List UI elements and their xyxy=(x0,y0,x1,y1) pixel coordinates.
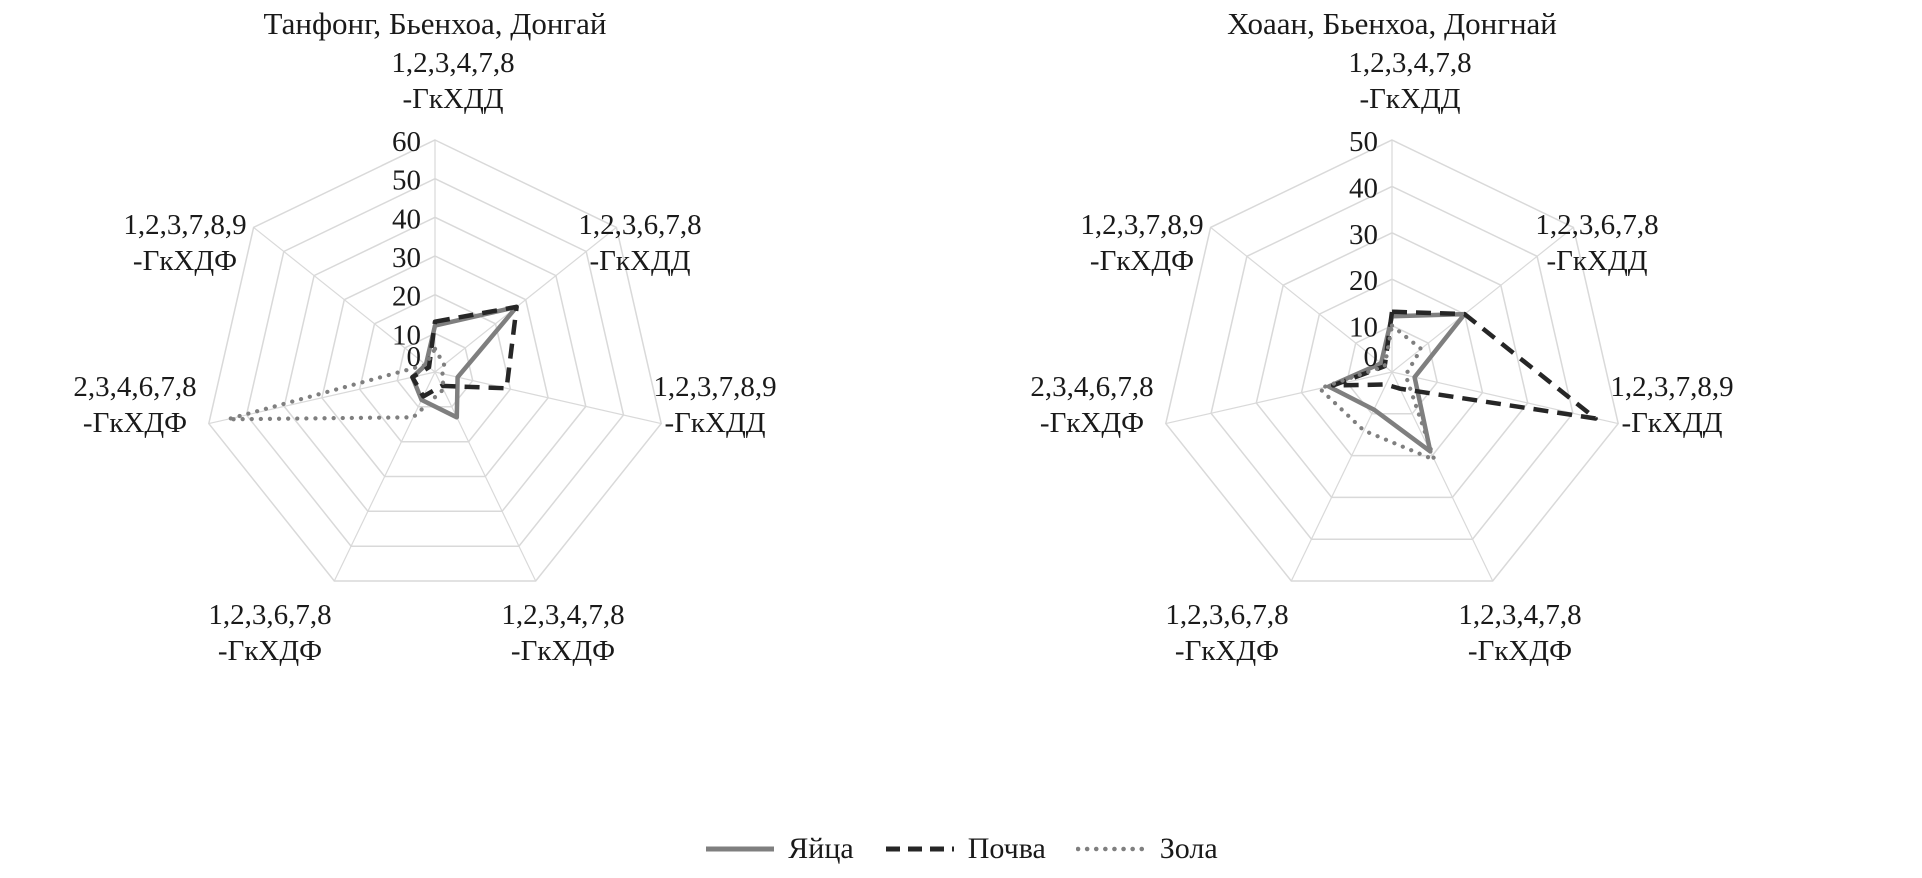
legend-label: Почва xyxy=(967,832,1046,865)
grid-ring xyxy=(1345,324,1439,415)
axis-label-line1: 1,2,3,7,8,9 xyxy=(123,209,246,241)
tick-label: 0 xyxy=(1364,341,1379,373)
legend-item-solid: Яйца xyxy=(704,832,854,866)
grid-ring xyxy=(1300,278,1484,457)
axis-label-line2: -ГкХДД xyxy=(1359,83,1460,115)
axis-label-line2: -ГкХДФ xyxy=(511,635,615,667)
grid-spoke xyxy=(434,371,662,425)
grid-spoke xyxy=(208,371,436,425)
grid-spoke xyxy=(1165,371,1393,425)
axis-label-line1: 1,2,3,6,7,8 xyxy=(1535,209,1658,241)
series-dotted xyxy=(225,346,447,422)
axis-label-line2: -ГкХДД xyxy=(1546,245,1647,277)
grid-ring xyxy=(358,293,512,443)
series-dashed xyxy=(410,304,519,399)
axis-label-line1: 1,2,3,7,8,9 xyxy=(1610,371,1733,403)
grid-ring xyxy=(245,177,625,547)
axis-label-line1: 2,3,4,6,7,8 xyxy=(1030,371,1153,403)
axis-label-line2: -ГкХДФ xyxy=(218,635,322,667)
axis-label-line1: 2,3,4,6,7,8 xyxy=(73,371,196,403)
legend: Яйца Почва Зола xyxy=(0,832,1922,866)
axis-label-line2: -ГкХДД xyxy=(664,407,765,439)
tick-label: 40 xyxy=(392,203,421,235)
legend-item-dotted: Зола xyxy=(1075,832,1218,866)
grid-ring xyxy=(321,255,549,478)
grid-spoke xyxy=(253,226,436,373)
radar-chart-1: 010 20 30 40 50 1,2,3,4,7,8 -ГкХДД 1,2,3,6,7,8 -… xyxy=(1030,47,1733,667)
axis-label-line1: 1,2,3,4,7,8 xyxy=(501,599,624,631)
legend-swatch-dotted-icon xyxy=(1075,846,1148,852)
chart-title-right: Хоаан, Бьенхоа, Донгнай xyxy=(1227,6,1557,41)
tick-label: 10 xyxy=(1349,312,1378,344)
grid-spoke xyxy=(434,226,617,373)
series-solid xyxy=(1326,311,1467,454)
radar-chart-0: 010 20 30 40 50 60 1,2,3,4,7,8 -ГкХДД 1,2,3,6,7,… xyxy=(73,47,776,667)
tick-label: 30 xyxy=(1349,219,1378,251)
axis-label-line2: -ГкХДФ xyxy=(133,245,237,277)
chart-title-left: Танфонг, Бьенхоа, Донгай xyxy=(263,6,607,41)
tick-label: 60 xyxy=(392,126,421,158)
grid-ring xyxy=(1164,139,1620,582)
tick-label: 20 xyxy=(1349,265,1378,297)
axis-label-line1: 1,2,3,4,7,8 xyxy=(1348,47,1471,79)
axis-label-line2: -ГкХДФ xyxy=(1468,635,1572,667)
axis-label-line1: 1,2,3,4,7,8 xyxy=(1458,599,1581,631)
grid-ring xyxy=(283,216,587,513)
axis-label-line1: 1,2,3,7,8,9 xyxy=(1080,209,1203,241)
tick-label: 40 xyxy=(1349,172,1378,204)
grid-ring xyxy=(1210,185,1574,540)
grid-spoke xyxy=(1391,371,1494,582)
grid-spoke xyxy=(1290,371,1393,582)
tick-label: 10 xyxy=(392,319,421,351)
axis-label-line2: -ГкХДД xyxy=(1621,407,1722,439)
axis-label-line1: 1,2,3,6,7,8 xyxy=(1165,599,1288,631)
legend-item-dashed: Почва xyxy=(884,832,1046,866)
grid-spoke xyxy=(333,371,436,582)
legend-swatch-solid-icon xyxy=(706,846,775,852)
legend-swatch-dashed-icon xyxy=(885,846,954,852)
axis-label-line1: 1,2,3,4,7,8 xyxy=(391,47,514,79)
axis-label-line2: -ГкХДФ xyxy=(1090,245,1194,277)
tick-label: 50 xyxy=(392,165,421,197)
tick-label: 0 xyxy=(407,341,422,373)
grid-ring xyxy=(207,139,663,582)
axis-label-line2: -ГкХДФ xyxy=(1040,407,1144,439)
axis-label-line1: 1,2,3,6,7,8 xyxy=(208,599,331,631)
tick-label: 50 xyxy=(1349,126,1378,158)
axis-label-line2: -ГкХДФ xyxy=(83,407,187,439)
axis-label-line1: 1,2,3,7,8,9 xyxy=(653,371,776,403)
grid-ring xyxy=(1255,231,1529,499)
legend-label: Зола xyxy=(1159,832,1218,865)
grid-spoke xyxy=(1210,226,1393,373)
axis-label-line1: 1,2,3,6,7,8 xyxy=(578,209,701,241)
axis-label-line2: -ГкХДФ xyxy=(1175,635,1279,667)
tick-label: 30 xyxy=(392,242,421,274)
grid-spoke xyxy=(434,371,537,582)
axis-label-line2: -ГкХДД xyxy=(589,245,690,277)
grid-spoke xyxy=(1391,371,1619,425)
series-dashed xyxy=(1330,309,1598,421)
axis-label-line2: -ГкХДД xyxy=(402,83,503,115)
legend-label: Яйца xyxy=(788,832,854,865)
tick-label: 20 xyxy=(392,281,421,313)
